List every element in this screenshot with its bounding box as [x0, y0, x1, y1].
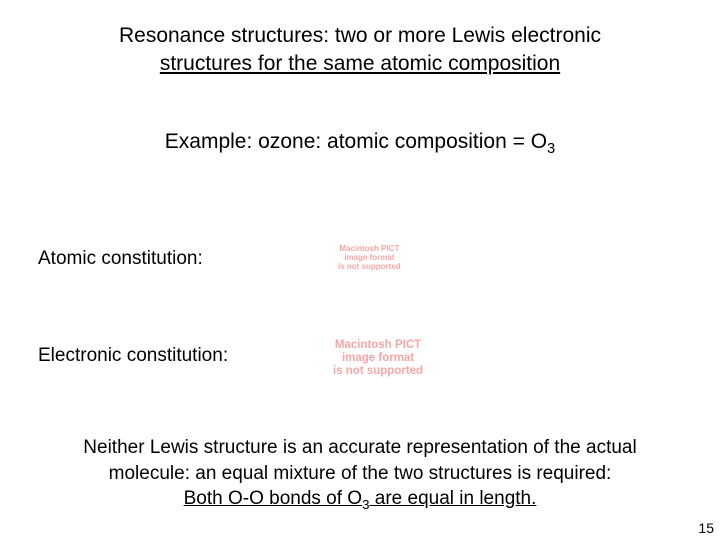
example-text: Example: ozone: atomic composition = O	[165, 130, 547, 153]
bottom-line1: Neither Lewis structure is an accurate r…	[83, 437, 636, 458]
bottom-line3: Both O-O bonds of O3 are equal in length…	[184, 488, 537, 509]
bottom-paragraph: Neither Lewis structure is an accurate r…	[38, 435, 682, 512]
example-subscript: 3	[547, 141, 555, 157]
slide: Resonance structures: two or more Lewis …	[0, 0, 720, 540]
title-line1: Resonance structures: two or more Lewis …	[119, 24, 601, 47]
atomic-constitution-label: Atomic constitution:	[38, 248, 203, 270]
bottom-line2: molecule: an equal mixture of the two st…	[109, 463, 612, 484]
electronic-constitution-label: Electronic constitution:	[38, 345, 228, 367]
missing-image-placeholder-2: Macintosh PICT image format is not suppo…	[333, 339, 423, 379]
bottom-line3-prefix: Both O-O bonds of O	[184, 488, 362, 509]
example-line: Example: ozone: atomic composition = O3	[55, 130, 665, 154]
page-number: 15	[698, 520, 714, 536]
missing-image-placeholder-1: Macintosh PICT image format is not suppo…	[338, 244, 401, 272]
slide-title: Resonance structures: two or more Lewis …	[55, 22, 665, 79]
title-line2: structures for the same atomic compositi…	[160, 52, 560, 75]
bottom-line3-suffix: are equal in length.	[369, 488, 536, 509]
